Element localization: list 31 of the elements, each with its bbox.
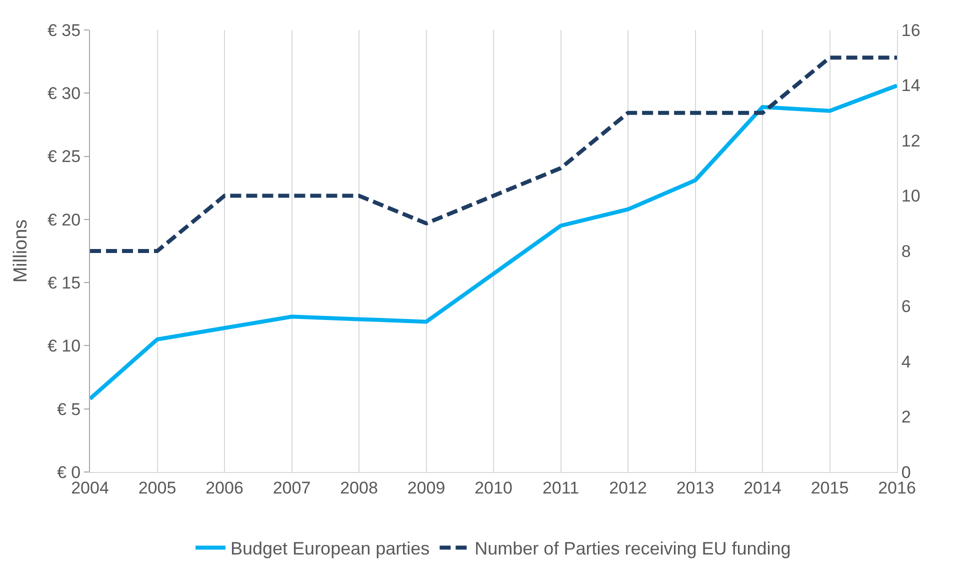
y-tick-label: € 35 (48, 20, 81, 40)
y2-tick-label: 2 (901, 408, 911, 427)
line-series (90, 84, 897, 401)
legend-label: Number of Parties receiving EU funding (474, 538, 791, 559)
y2-tick-label: 12 (901, 131, 920, 150)
y2-tick-label: 10 (901, 186, 920, 206)
y2-tick-label: 16 (901, 20, 920, 40)
y-tick-label: € 20 (48, 210, 81, 230)
y2-tick-label: 4 (901, 352, 911, 372)
y-axis-title: Millions (10, 219, 32, 283)
y2-tick-label: 8 (901, 242, 911, 261)
x-tick-label: 2008 (340, 478, 378, 498)
legend-label: Budget European parties (230, 538, 430, 559)
x-tick-label: 2012 (609, 478, 647, 498)
y-tick-label: € 5 (56, 400, 81, 419)
y-tick-label: € 10 (48, 336, 81, 356)
x-tick-label: 2009 (407, 478, 446, 498)
x-tick-label: 2005 (138, 478, 176, 498)
x-tick-label: 2010 (474, 478, 512, 498)
x-tick-label: 2013 (676, 478, 714, 498)
x-tick-label: 2011 (542, 478, 580, 498)
y2-tick-label: 6 (901, 297, 911, 316)
x-tick-label: 2007 (272, 478, 311, 498)
x-tick-label: 2015 (810, 478, 849, 498)
line-series (90, 56, 897, 253)
y2-tick-label: 14 (901, 76, 920, 96)
x-tick-label: 2006 (206, 478, 244, 498)
x-tick-label: 2014 (744, 478, 782, 498)
y-tick-label: € 25 (48, 147, 81, 166)
y-tick-label: € 30 (48, 84, 81, 104)
y-tick-label: € 15 (48, 274, 81, 293)
